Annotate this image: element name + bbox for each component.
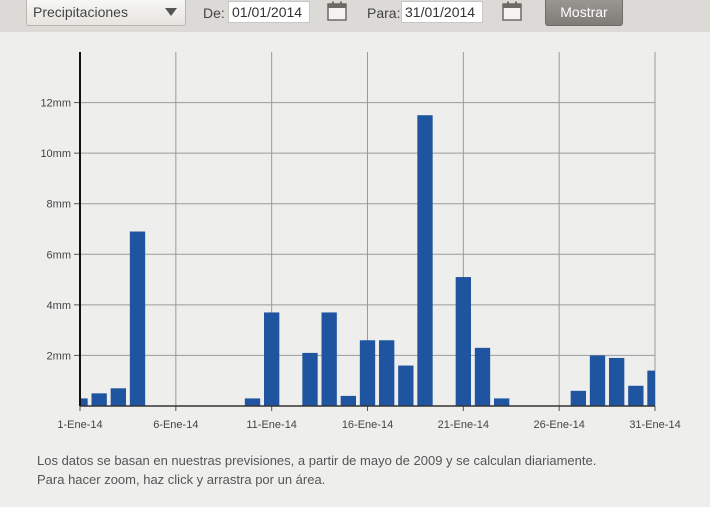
chevron-down-icon	[165, 8, 177, 16]
chart-bars	[81, 115, 655, 406]
calendar-icon[interactable]	[327, 1, 347, 21]
bar	[494, 398, 510, 406]
y-tick-label: 12mm	[40, 98, 71, 110]
bar	[609, 357, 625, 406]
footnote-line-1: Los datos se basan en nuestras prevision…	[37, 453, 597, 468]
bar	[91, 393, 107, 406]
bar	[359, 340, 376, 406]
bar	[474, 347, 491, 406]
show-button[interactable]: Mostrar	[545, 0, 623, 26]
from-date-input[interactable]: 01/01/2014	[228, 1, 310, 23]
y-axis-labels: 2mm 4mm 6mm 8mm 10mm 12mm	[40, 98, 71, 363]
bar	[129, 231, 146, 406]
y-tick-label: 2mm	[47, 350, 71, 362]
y-tick-label: 10mm	[40, 148, 71, 160]
bar	[589, 355, 606, 406]
bar	[81, 398, 88, 406]
x-tick-label: 6-Ene-14	[153, 419, 198, 431]
x-tick-label: 26-Ene-14	[533, 419, 584, 431]
chart-axes	[74, 52, 656, 411]
toolbar: Precipitaciones De: 01/01/2014 Para: 31/…	[0, 0, 720, 32]
from-date-label: De:	[203, 5, 225, 21]
x-tick-label: 1-Ene-14	[57, 419, 102, 431]
variable-select-value: Precipitaciones	[33, 4, 128, 20]
y-tick-label: 6mm	[47, 249, 71, 261]
footnote-line-2: Para hacer zoom, haz click y arrastra po…	[37, 472, 326, 487]
bar	[321, 312, 337, 406]
y-tick-label: 4mm	[47, 300, 71, 312]
to-date-label: Para:	[367, 5, 401, 21]
right-margin	[710, 0, 720, 507]
bar	[340, 395, 356, 406]
to-date-input[interactable]: 31/01/2014	[401, 1, 483, 23]
bar	[417, 115, 433, 406]
x-axis-labels: 1-Ene-14 6-Ene-14 11-Ene-14 16-Ene-14 21-Ene…	[57, 419, 680, 431]
x-tick-label: 11-Ene-14	[246, 419, 297, 431]
bar	[379, 340, 395, 406]
bar	[244, 398, 261, 406]
footnote: Los datos se basan en nuestras prevision…	[37, 451, 677, 489]
bar	[647, 370, 655, 406]
bar	[570, 390, 586, 406]
bar	[110, 388, 126, 406]
variable-select[interactable]: Precipitaciones	[26, 0, 186, 26]
bar	[455, 277, 471, 406]
x-tick-label: 31-Ene-14	[629, 419, 680, 431]
calendar-icon[interactable]	[502, 1, 522, 21]
y-tick-label: 8mm	[47, 199, 71, 211]
precipitation-chart[interactable]: 2mm 4mm 6mm 8mm 10mm 12mm 1-Ene-14 6-Ene-14 11-…	[0, 0, 710, 445]
chart-panel	[0, 32, 710, 507]
x-tick-label: 21-Ene-14	[438, 419, 489, 431]
bar	[628, 385, 644, 406]
bar	[398, 365, 414, 406]
bar	[264, 312, 280, 406]
bar	[302, 352, 318, 406]
x-tick-label: 16-Ene-14	[342, 419, 393, 431]
